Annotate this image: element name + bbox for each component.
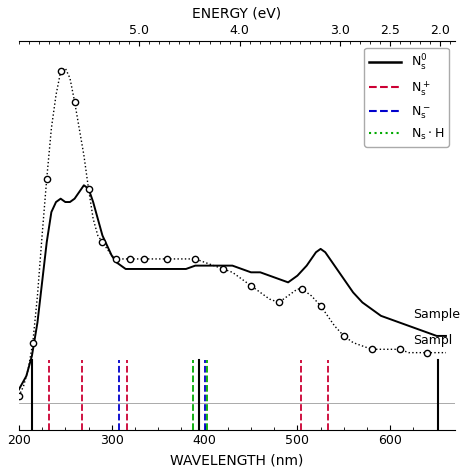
Text: Sample: Sample (413, 308, 460, 320)
Legend: $\rm{N_s^0}$, $\rm{N_s^+}$, $\rm{N_s^-}$, $\rm{N_s \cdot H}$: $\rm{N_s^0}$, $\rm{N_s^+}$, $\rm{N_s^-}$… (365, 47, 449, 147)
X-axis label: ENERGY (eV): ENERGY (eV) (192, 7, 282, 21)
X-axis label: WAVELENGTH (nm): WAVELENGTH (nm) (170, 453, 304, 467)
Text: Sampl: Sampl (413, 334, 453, 347)
